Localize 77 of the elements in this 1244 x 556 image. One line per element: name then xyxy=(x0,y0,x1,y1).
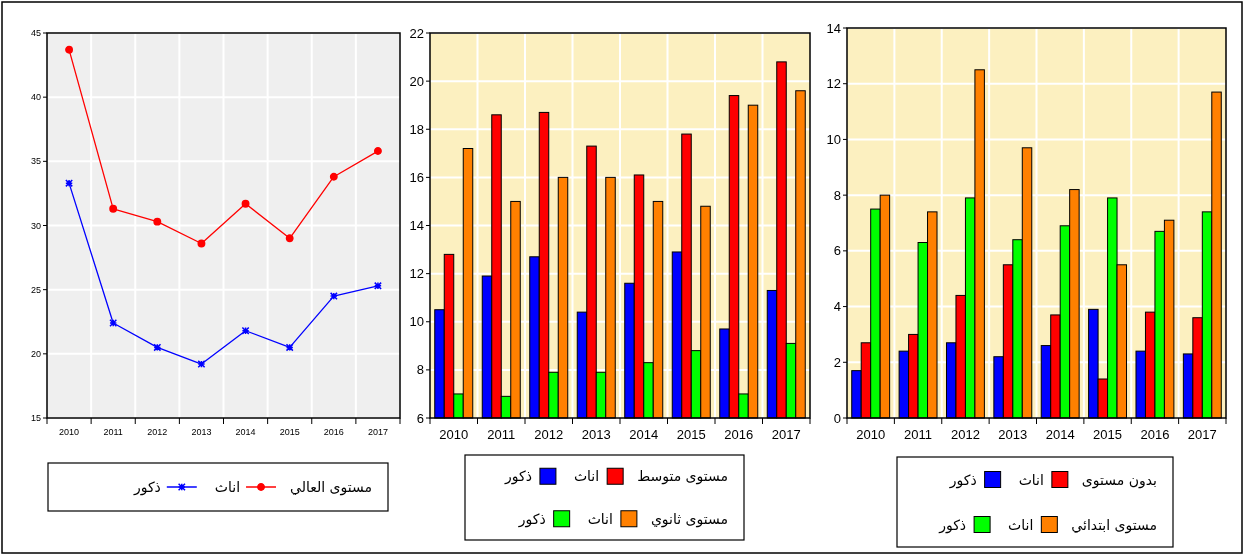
y-tick-label: 25 xyxy=(30,284,41,295)
y-tick-label: 15 xyxy=(30,413,41,424)
legend-label: ذكور xyxy=(948,471,977,489)
x-tick-label: 2017 xyxy=(367,427,388,437)
x-tick-label: 2013 xyxy=(191,427,212,437)
point xyxy=(329,292,338,301)
y-tick-label: 14 xyxy=(826,20,841,36)
x-tick-label: 2012 xyxy=(950,427,980,442)
point xyxy=(285,343,294,352)
point xyxy=(109,204,118,213)
text: مستوى متوسط xyxy=(637,468,728,486)
point xyxy=(241,199,250,208)
x-tick-label: 2017 xyxy=(1187,427,1217,442)
y-tick-label: 6 xyxy=(833,243,841,259)
x-tick-label: 2016 xyxy=(1140,427,1170,442)
y-tick-label: 12 xyxy=(826,76,841,92)
legend-label: اناث xyxy=(1018,471,1044,488)
y-tick-label: 2 xyxy=(833,354,841,370)
legend-label: اناث xyxy=(587,510,613,527)
point xyxy=(197,239,206,248)
x-tick-label: 2010 xyxy=(59,427,80,437)
y-tick-label: 10 xyxy=(826,131,841,147)
legend-label: ذكور xyxy=(517,510,546,528)
y-tick-label: 8 xyxy=(416,362,424,378)
x-tick-label: 2017 xyxy=(771,427,801,442)
y-tick-label: 35 xyxy=(30,156,41,167)
y-tick-label: 22 xyxy=(409,25,424,41)
y-tick-label: 6 xyxy=(416,410,424,426)
x-tick-label: 2010 xyxy=(856,427,886,442)
x-tick-label: 2012 xyxy=(147,427,168,437)
x-tick-label: 2016 xyxy=(323,427,344,437)
y-tick-label: 14 xyxy=(409,218,424,234)
legend-label: ذكور xyxy=(504,468,532,486)
legend-label: ذكور xyxy=(938,516,967,534)
point xyxy=(373,147,382,156)
text: مستوى ابتدائي xyxy=(1071,516,1157,534)
point xyxy=(241,326,250,335)
x-tick-label: 2011 xyxy=(103,427,123,437)
legend-label: ذكور xyxy=(132,479,161,496)
point xyxy=(65,45,74,54)
x-tick-label: 2011 xyxy=(904,427,933,442)
x-tick-label: 2014 xyxy=(1045,427,1075,442)
y-tick-label: 20 xyxy=(30,348,41,359)
x-tick-label: 2012 xyxy=(534,427,564,442)
point xyxy=(153,217,162,226)
y-tick-label: 0 xyxy=(833,410,841,426)
y-tick-label: 12 xyxy=(409,266,424,282)
text: مستوى ثانوي xyxy=(650,510,728,528)
x-tick-label: 2014 xyxy=(629,427,659,442)
y-tick-label: 45 xyxy=(30,28,41,39)
point xyxy=(285,234,294,243)
x-tick-label: 2013 xyxy=(581,427,611,442)
point xyxy=(197,360,206,369)
x-tick-label: 2014 xyxy=(235,427,256,437)
y-tick-label: 8 xyxy=(833,187,841,203)
y-tick-label: 40 xyxy=(30,92,41,103)
legend-label: اناث xyxy=(573,468,600,485)
point xyxy=(329,172,338,181)
text: بدون مستوى xyxy=(1081,471,1157,489)
legend-label: اناث xyxy=(214,479,241,495)
x-tick-label: 2015 xyxy=(279,427,300,437)
y-tick-label: 10 xyxy=(409,314,424,330)
y-tick-label: 18 xyxy=(409,121,424,137)
x-tick-label: 2015 xyxy=(1093,427,1123,442)
y-tick-label: 4 xyxy=(833,299,841,315)
x-tick-label: 2013 xyxy=(998,427,1028,442)
x-tick-label: 2016 xyxy=(724,427,754,442)
y-tick-label: 30 xyxy=(30,220,41,231)
legend-label: اناث xyxy=(1008,516,1034,533)
point xyxy=(109,319,118,327)
point xyxy=(153,343,162,352)
y-tick-label: 16 xyxy=(409,169,424,185)
y-tick-label: 20 xyxy=(409,73,424,89)
text: مستوى العالي xyxy=(290,479,372,496)
x-tick-label: 2015 xyxy=(676,427,706,442)
x-tick-label: 2011 xyxy=(487,427,516,442)
x-tick-label: 2010 xyxy=(439,427,469,442)
